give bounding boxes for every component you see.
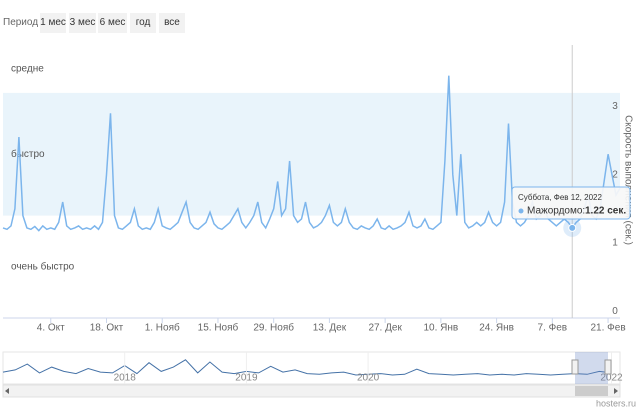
scrollbar[interactable] (2, 384, 621, 398)
navigator: 2018 2019 2020 2022 (2, 352, 623, 384)
range-button[interactable]: 1 мес (40, 13, 66, 33)
overlay: Суббота, Фев 12, 2022 Мажордомо: 1.22 сек. (511, 45, 631, 318)
range-label: Период (3, 17, 39, 28)
y-tick-label: 0 (612, 306, 618, 317)
navigator-tick-label: 2018 (114, 373, 137, 384)
plot-band-label: очень быстро (11, 260, 75, 272)
x-tick-label: 18. Окт (90, 323, 124, 334)
range-button[interactable]: 6 мес (98, 13, 127, 33)
scrollbar-thumb[interactable] (575, 386, 608, 396)
x-tick-label: 24. Янв (479, 323, 514, 334)
y-tick-label: 1 (612, 238, 618, 249)
tooltip-value: 1.22 сек. (585, 206, 626, 217)
credit: hosters.ru (596, 398, 636, 408)
x-tick-label: 10. Янв (423, 323, 458, 334)
plot-band (3, 45, 620, 93)
range-button[interactable]: 3 мес (69, 13, 96, 33)
tooltip-box (511, 186, 631, 220)
navigator-frame (2, 351, 621, 385)
tooltip-label: Мажордомо: (527, 206, 585, 217)
range-button[interactable]: год (130, 13, 156, 33)
x-tick-label: 15. Нояб (198, 322, 239, 334)
plot-band-label: быстро (11, 148, 45, 160)
x-tick-label: 1. Нояб (145, 322, 180, 334)
navigator-handle[interactable] (604, 359, 612, 375)
range-button[interactable]: все (159, 13, 185, 33)
x-tick-label: 7. Фев (538, 323, 568, 334)
plot: 0 1 2 3 Скорость выполнения (сек.) 4. Окт 18. … (2, 75, 633, 334)
plot-band-label: средне (11, 64, 44, 75)
series-line (2, 75, 621, 232)
navigator-mask[interactable] (575, 352, 608, 384)
navigator-tick-label: 2020 (357, 373, 380, 384)
x-tick-label: 27. Дек (368, 323, 402, 334)
plot-bands: очень быстро быстро средне (3, 45, 620, 318)
x-tick-label: 4. Окт (37, 323, 65, 334)
y-tick-label: 2 (612, 169, 618, 180)
y-tick-label: 3 (612, 101, 618, 112)
hover-point (568, 223, 577, 232)
navigator-tick-label: 2022 (600, 373, 623, 384)
x-tick-label: 13. Дек (313, 323, 347, 334)
y-axis-title: Скорость выполнения (сек.) (622, 115, 633, 245)
x-tick-label: 29. Нояб (253, 322, 294, 334)
x-tick-label: 21. Фев (590, 323, 625, 334)
navigator-tick-label: 2019 (235, 373, 258, 384)
navigator-handle[interactable] (571, 359, 579, 375)
navigator-line (2, 359, 612, 376)
tooltip-date: Суббота, Фев 12, 2022 (518, 193, 602, 202)
tooltip-dot (518, 208, 524, 214)
plot-band (3, 215, 620, 318)
